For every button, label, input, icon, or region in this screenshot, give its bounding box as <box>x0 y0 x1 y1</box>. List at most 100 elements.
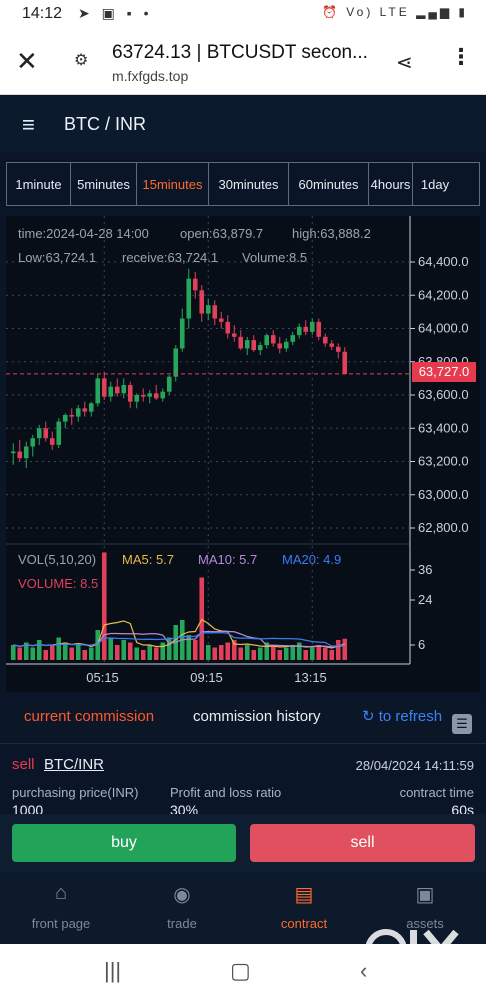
volume-bar <box>140 650 146 660</box>
info-receive: receive:63,724.1 <box>122 250 219 265</box>
volume-bar <box>244 645 250 660</box>
buy-button[interactable]: buy <box>12 824 236 862</box>
contract-time-label: contract time <box>399 785 474 800</box>
volume-bar <box>127 642 133 660</box>
tab-period-value: 1 <box>15 176 23 192</box>
menu-icon[interactable]: ≡ <box>22 112 35 137</box>
candle-body <box>166 376 172 392</box>
candle-body <box>140 395 146 397</box>
volume-bar <box>277 650 283 660</box>
info-low: Low:63,724.1 <box>18 250 97 265</box>
price-chart[interactable]: 64,400.064,200.064,000.063,800.063,600.0… <box>6 216 480 692</box>
volume-bar <box>114 645 120 660</box>
purchasing-price-value: 1000 <box>12 802 44 814</box>
info-high: high:63,888.2 <box>292 226 371 241</box>
tab-period-7[interactable]: 1 day <box>413 163 457 205</box>
tab-period-2[interactable]: 5 minutes <box>71 163 137 205</box>
bottom-nav: ⌂ front page ◉ trade ▤ contract ▣ assets <box>0 872 486 944</box>
candle-body <box>329 343 335 347</box>
volume-bar <box>62 642 68 660</box>
candle-body <box>36 428 42 439</box>
nav-assets[interactable]: ▣ assets <box>370 882 480 931</box>
volume-bar <box>283 647 289 660</box>
candle-body <box>342 351 348 374</box>
candle-body <box>316 321 322 337</box>
volume-bar <box>153 647 159 660</box>
volume-bar <box>335 640 341 660</box>
status-bar: 14:12 ➤ ▣ ▪ • ⏰ Vo) LTE ▂▄▆ ▮ <box>0 0 486 30</box>
nav-trade[interactable]: ◉ trade <box>127 882 237 931</box>
candlestick-chart[interactable]: 64,400.064,200.064,000.063,800.063,600.0… <box>6 216 480 692</box>
price-tick-label: 62,800.0 <box>418 520 469 535</box>
nav-label: assets <box>406 916 444 931</box>
tab-current-commission[interactable]: current commission <box>24 708 155 725</box>
vol-label: VOL(5,10,20) <box>18 552 97 567</box>
list-icon[interactable]: ☰ <box>452 714 472 734</box>
ma20-line <box>13 632 345 647</box>
contract-time-value: 60s <box>451 802 474 814</box>
volume-bar <box>17 647 23 660</box>
status-time: 14:12 <box>22 5 63 22</box>
volume-tick-label: 6 <box>418 637 425 652</box>
tab-period-unit: hours <box>377 176 411 192</box>
candle-body <box>17 451 23 459</box>
info-open: open:63,879.7 <box>180 226 264 241</box>
more-options-icon[interactable]: ⋮ <box>450 44 472 69</box>
refresh-icon: ↻ <box>362 708 375 725</box>
sell-button[interactable]: sell <box>250 824 475 862</box>
page-url[interactable]: m.fxfgds.top <box>112 68 189 84</box>
volume-bar <box>329 650 335 660</box>
candle-body <box>322 336 328 344</box>
volume-bar <box>10 645 16 660</box>
site-settings-icon[interactable]: ⚙ <box>74 52 89 69</box>
recent-apps-icon[interactable]: ||| <box>104 958 122 983</box>
nav-front-page[interactable]: ⌂ front page <box>6 882 116 931</box>
candle-body <box>127 385 133 402</box>
order-symbol[interactable]: BTC/INR <box>44 756 104 773</box>
price-tick-label: 63,000.0 <box>418 487 469 502</box>
candle-body <box>251 340 257 351</box>
pair-title[interactable]: BTC / INR <box>64 114 147 134</box>
nav-contract[interactable]: ▤ contract <box>249 882 359 931</box>
candle-body <box>335 346 341 352</box>
volume-bar <box>166 637 172 660</box>
time-tick-label: 09:15 <box>190 670 223 685</box>
candle-body <box>121 385 127 394</box>
volume-bar <box>49 645 55 660</box>
volume-bar <box>30 647 36 660</box>
back-icon[interactable]: ‹ <box>360 958 368 983</box>
volume-current-label: VOLUME: 8.5 <box>18 576 99 591</box>
candle-body <box>160 391 166 399</box>
document-icon: ▤ <box>294 884 314 906</box>
candle-body <box>186 278 192 319</box>
candle-body <box>23 446 29 459</box>
price-tick-label: 64,200.0 <box>418 287 469 302</box>
candle-body <box>238 336 244 349</box>
volume-bar <box>316 645 322 660</box>
tab-period-6[interactable]: 4 hours <box>369 163 413 205</box>
wallet-icon: ▣ <box>415 884 435 906</box>
candle-body <box>49 438 55 445</box>
home-button-icon[interactable]: ▢ <box>230 958 251 983</box>
commission-tabs: current commission commission history ↻ … <box>0 704 486 744</box>
volume-bar <box>225 642 231 660</box>
close-icon[interactable]: ✕ <box>16 46 38 76</box>
ma20-label: MA20: 4.9 <box>282 552 342 567</box>
candle-body <box>277 343 283 349</box>
tab-period-5[interactable]: 60 minutes <box>289 163 369 205</box>
candle-body <box>290 335 296 342</box>
volume-bar <box>75 645 81 660</box>
volume-bar <box>108 637 114 660</box>
tab-commission-history[interactable]: commission history <box>193 708 321 725</box>
share-icon[interactable]: ⋖ <box>396 52 413 74</box>
pnl-ratio-label: Profit and loss ratio <box>170 785 282 800</box>
candle-body <box>43 428 49 439</box>
tab-period-3[interactable]: 15 minutes <box>137 163 209 205</box>
tab-period-1[interactable]: 1 minute <box>7 163 71 205</box>
candle-body <box>199 290 205 314</box>
refresh-button[interactable]: ↻ to refresh <box>362 709 442 725</box>
candle-body <box>192 278 198 291</box>
candle-body <box>101 378 107 397</box>
tab-period-4[interactable]: 30 minutes <box>209 163 289 205</box>
volume-bar <box>296 642 302 660</box>
